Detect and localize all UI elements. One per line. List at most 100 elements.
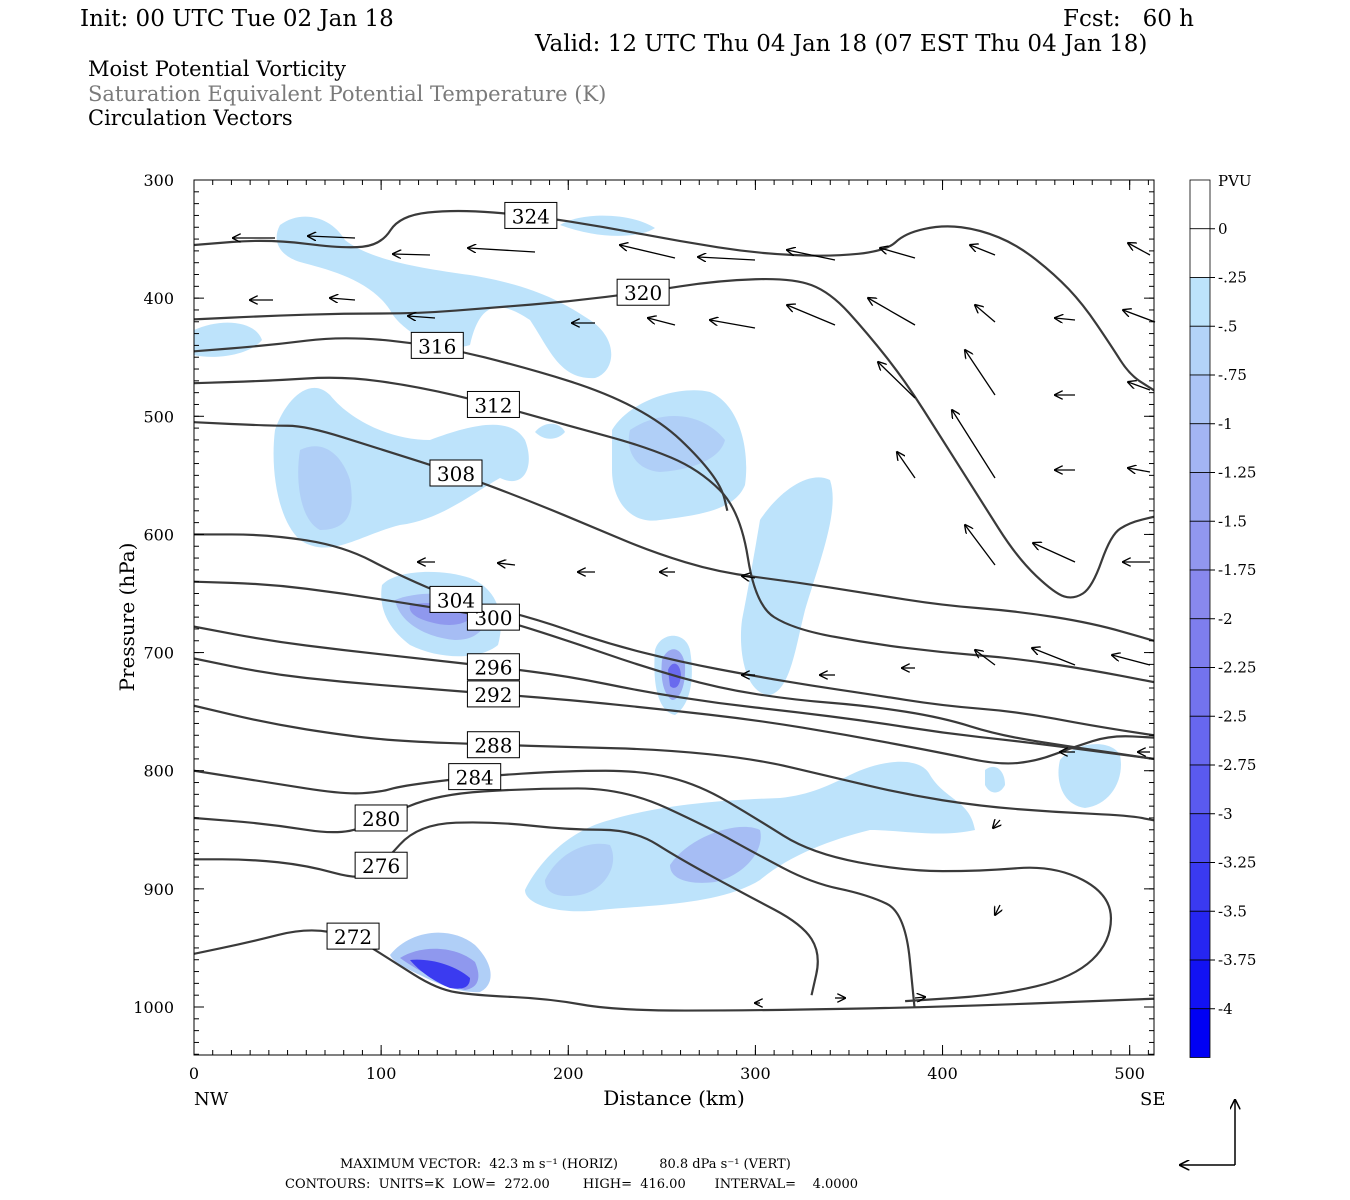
svg-text:316: 316 xyxy=(418,334,456,358)
colorbar-swatch xyxy=(1189,325,1211,376)
colorbar-swatch xyxy=(1189,862,1211,912)
shade-region-low-mid xyxy=(545,843,614,897)
init-time: Init: 00 UTC Tue 02 Jan 18 xyxy=(80,6,394,32)
theta-es-contours xyxy=(194,209,1154,1012)
contour-line-320 xyxy=(194,277,1154,599)
contour-line-272 xyxy=(194,929,1154,1012)
vector-arrow xyxy=(787,305,836,326)
contour-label-296: 296 xyxy=(466,653,520,681)
vector-arrow xyxy=(975,650,996,666)
y-axis-ticks: 300 400 500 600 700 800 900 1000 xyxy=(133,171,1154,1017)
y-tick-label: 300 xyxy=(143,171,174,190)
colorbar-level-label: -2 xyxy=(1218,610,1233,628)
x-tick-label: 300 xyxy=(740,1064,771,1083)
colorbar-swatch xyxy=(1189,910,1211,961)
colorbar-level-label: -.75 xyxy=(1218,366,1247,384)
vector-arrow xyxy=(993,820,1000,828)
vector-arrow xyxy=(1112,655,1151,666)
colorbar-swatch xyxy=(1189,374,1211,425)
colorbar-level-label: -2.75 xyxy=(1218,756,1256,774)
vector-arrow xyxy=(1128,243,1151,256)
y-tick-label: 800 xyxy=(143,762,174,781)
contour-line-280 xyxy=(194,787,916,1008)
svg-text:308: 308 xyxy=(437,462,475,486)
svg-text:288: 288 xyxy=(474,734,512,758)
colorbar-swatch xyxy=(1189,1008,1211,1058)
contour-line-312 xyxy=(194,376,1154,684)
circulation-vectors xyxy=(233,236,1156,1003)
contour-line-292 xyxy=(194,657,1154,765)
vector-arrow xyxy=(965,525,996,566)
vector-arrow xyxy=(1128,382,1151,391)
svg-text:304: 304 xyxy=(437,588,475,612)
colorbar-level-label: -3.5 xyxy=(1218,902,1247,920)
x-tick-label: 500 xyxy=(1114,1064,1145,1083)
mpv-shading xyxy=(194,215,1121,993)
shade-region-surface-core xyxy=(410,959,470,989)
contour-line-300 xyxy=(194,580,1154,760)
vector-arrow xyxy=(868,298,916,326)
contour-label-288: 288 xyxy=(466,731,520,759)
y-tick-label: 700 xyxy=(143,644,174,663)
forecast-hour: Fcst: 60 h xyxy=(1063,6,1194,32)
contour-line-308 xyxy=(194,421,1154,642)
vector-arrow xyxy=(1123,310,1156,323)
colorbar-swatch xyxy=(1189,228,1211,278)
vector-arrow xyxy=(710,320,756,329)
colorbar-unit: PVU xyxy=(1218,172,1252,190)
colorbar-level-label: 0 xyxy=(1218,220,1228,238)
vector-arrow xyxy=(878,362,916,399)
shade-region-center-inner xyxy=(628,416,725,472)
colorbar-level-label: -3 xyxy=(1218,805,1233,823)
vector-arrow xyxy=(787,250,836,261)
vector-arrow xyxy=(1128,468,1151,472)
vector-arrow xyxy=(468,248,536,252)
shade-region-upper-mid xyxy=(560,215,655,236)
shade-region-upper-left xyxy=(276,216,612,379)
title-theta-es: Saturation Equivalent Potential Temperat… xyxy=(88,82,607,106)
colorbar-swatch xyxy=(1189,813,1211,863)
svg-text:312: 312 xyxy=(474,393,512,417)
contour-line-288 xyxy=(194,704,1154,822)
svg-text:320: 320 xyxy=(624,281,662,305)
colorbar-level-label: -1.25 xyxy=(1218,464,1256,482)
contour-label-300: 300 xyxy=(466,603,520,631)
shade-region-small-blob xyxy=(535,423,565,439)
colorbar-swatch xyxy=(1189,715,1211,766)
contour-line-284 xyxy=(194,769,1113,1003)
colorbar-swatch xyxy=(1189,764,1211,815)
colorbar-level-label: -1.75 xyxy=(1218,561,1256,579)
svg-text:280: 280 xyxy=(362,807,400,831)
vector-arrow xyxy=(970,245,996,256)
colorbar-swatch xyxy=(1189,667,1211,717)
contour-label-280: 280 xyxy=(354,804,408,832)
valid-time: Valid: 12 UTC Thu 04 Jan 18 (07 EST Thu … xyxy=(535,31,1148,57)
x-tick-label: 200 xyxy=(553,1064,584,1083)
contour-label-324: 324 xyxy=(504,201,558,229)
contour-label-312: 312 xyxy=(466,390,520,418)
colorbar-swatch xyxy=(1189,277,1211,327)
x-end-right-label: SE xyxy=(1140,1089,1165,1110)
contour-line-316 xyxy=(194,337,729,512)
contour-label-316: 316 xyxy=(410,331,464,359)
shade-region-left-edge xyxy=(194,322,262,357)
vector-arrow xyxy=(698,257,756,260)
colorbar-swatch xyxy=(1189,472,1211,522)
x-tick-label: 0 xyxy=(189,1064,199,1083)
vector-arrow xyxy=(742,576,756,578)
contour-line-324 xyxy=(194,209,1154,392)
colorbar-level-label: -1 xyxy=(1218,415,1233,433)
vector-arrow xyxy=(330,298,356,300)
colorbar-level-label: -2.25 xyxy=(1218,659,1256,677)
shade-region-right-blob xyxy=(1058,744,1121,808)
vector-arrow xyxy=(897,452,916,479)
contour-label-320: 320 xyxy=(616,278,670,306)
colorbar-level-label: -4 xyxy=(1218,1000,1233,1018)
shade-region-inner-left xyxy=(298,446,352,530)
y-tick-label: 1000 xyxy=(133,998,174,1017)
vector-arrow xyxy=(393,254,431,255)
x-axis-label: Distance (km) xyxy=(603,1086,745,1110)
colorbar-level-label: -1.5 xyxy=(1218,512,1247,530)
x-tick-label: 400 xyxy=(927,1064,958,1083)
